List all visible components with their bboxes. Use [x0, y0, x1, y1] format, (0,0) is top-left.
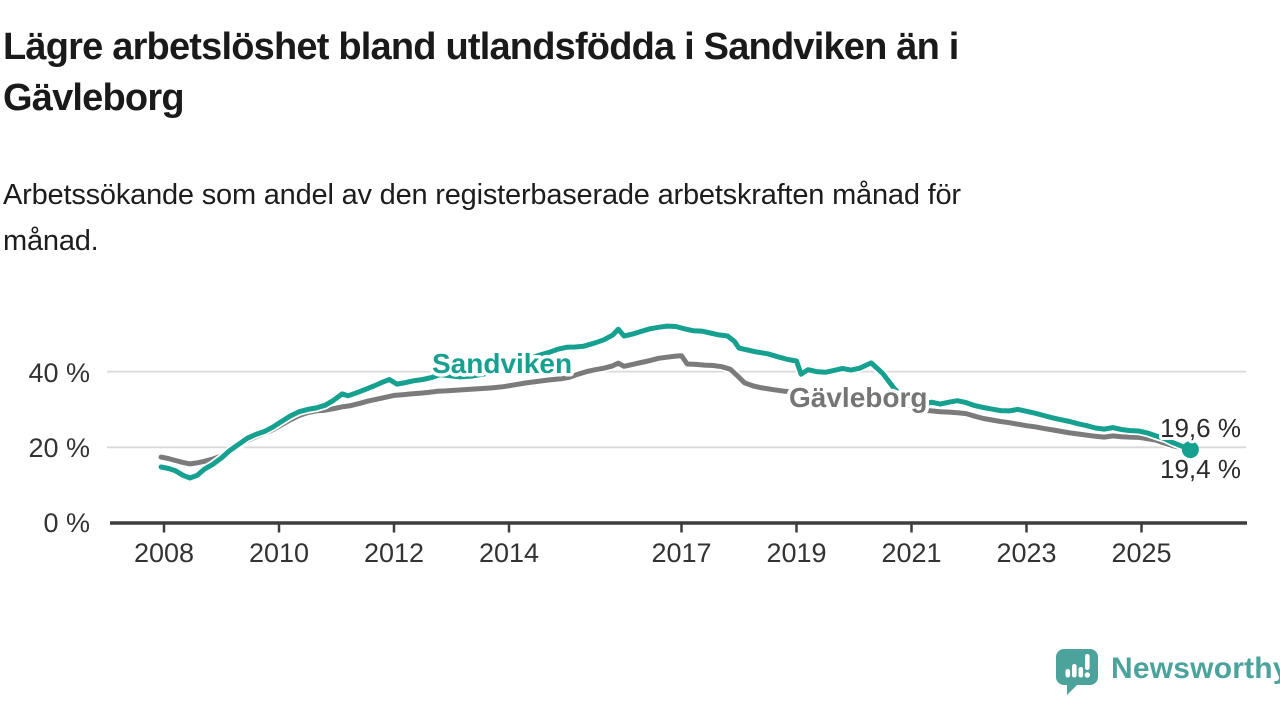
bar-2	[1072, 664, 1077, 678]
x-axis-tick-label: 2021	[881, 538, 941, 568]
series-line-sandviken	[158, 323, 1193, 481]
y-axis-label-40: 40 %	[28, 358, 90, 388]
series-label-gavleborg: Gävleborg	[789, 382, 927, 413]
x-axis-tick-label: 2023	[996, 538, 1056, 568]
series-lines	[156, 321, 1195, 483]
series-line-halo	[156, 321, 1195, 483]
bar-1	[1065, 669, 1071, 678]
x-axis-tick-label: 2014	[479, 538, 539, 568]
exclamation-bar	[1085, 654, 1090, 670]
end-value-label-gavleborg: 19,6 %	[1160, 413, 1241, 443]
newsworthy-logo-icon	[1056, 649, 1098, 695]
newsworthy-branding: Newsworthy	[1050, 642, 1280, 696]
x-axis-ticks: 2008 2010 2012 2014 2017 2019 2021 2023 2025	[134, 523, 1172, 568]
page-subtitle: Arbetssökande som andel av den registerb…	[3, 172, 1223, 264]
gridlines	[107, 370, 1246, 449]
x-axis-tick-label: 2008	[134, 538, 194, 568]
y-axis-label-20: 20 %	[28, 433, 90, 463]
y-axis-label-0: 0 %	[43, 508, 90, 538]
end-dot	[1181, 441, 1199, 459]
x-axis-tick-label: 2017	[651, 538, 711, 568]
page-subtitle-line-1: Arbetssökande som andel av den registerb…	[3, 179, 961, 211]
x-axis-tick-label: 2010	[249, 538, 309, 568]
page-subtitle-line-2: månad.	[3, 225, 99, 257]
bar-3	[1078, 667, 1084, 678]
x-axis-tick-label: 2012	[364, 538, 424, 568]
speech-bubble-shape	[1056, 649, 1098, 695]
page-title: Lägre arbetslöshet bland utlandsfödda i …	[3, 22, 1203, 124]
x-axis-tick-label: 2025	[1111, 538, 1171, 568]
exclamation-dot	[1084, 672, 1090, 678]
x-axis-tick-label: 2019	[766, 538, 826, 568]
page-title-line-2: Gävleborg	[3, 77, 185, 119]
series-label-sandviken: Sandviken	[432, 348, 572, 379]
end-value-label-sandviken: 19,4 %	[1160, 454, 1241, 484]
page-title-line-1: Lägre arbetslöshet bland utlandsfödda i …	[3, 26, 959, 68]
newsworthy-logo-text: Newsworthy	[1111, 652, 1280, 685]
